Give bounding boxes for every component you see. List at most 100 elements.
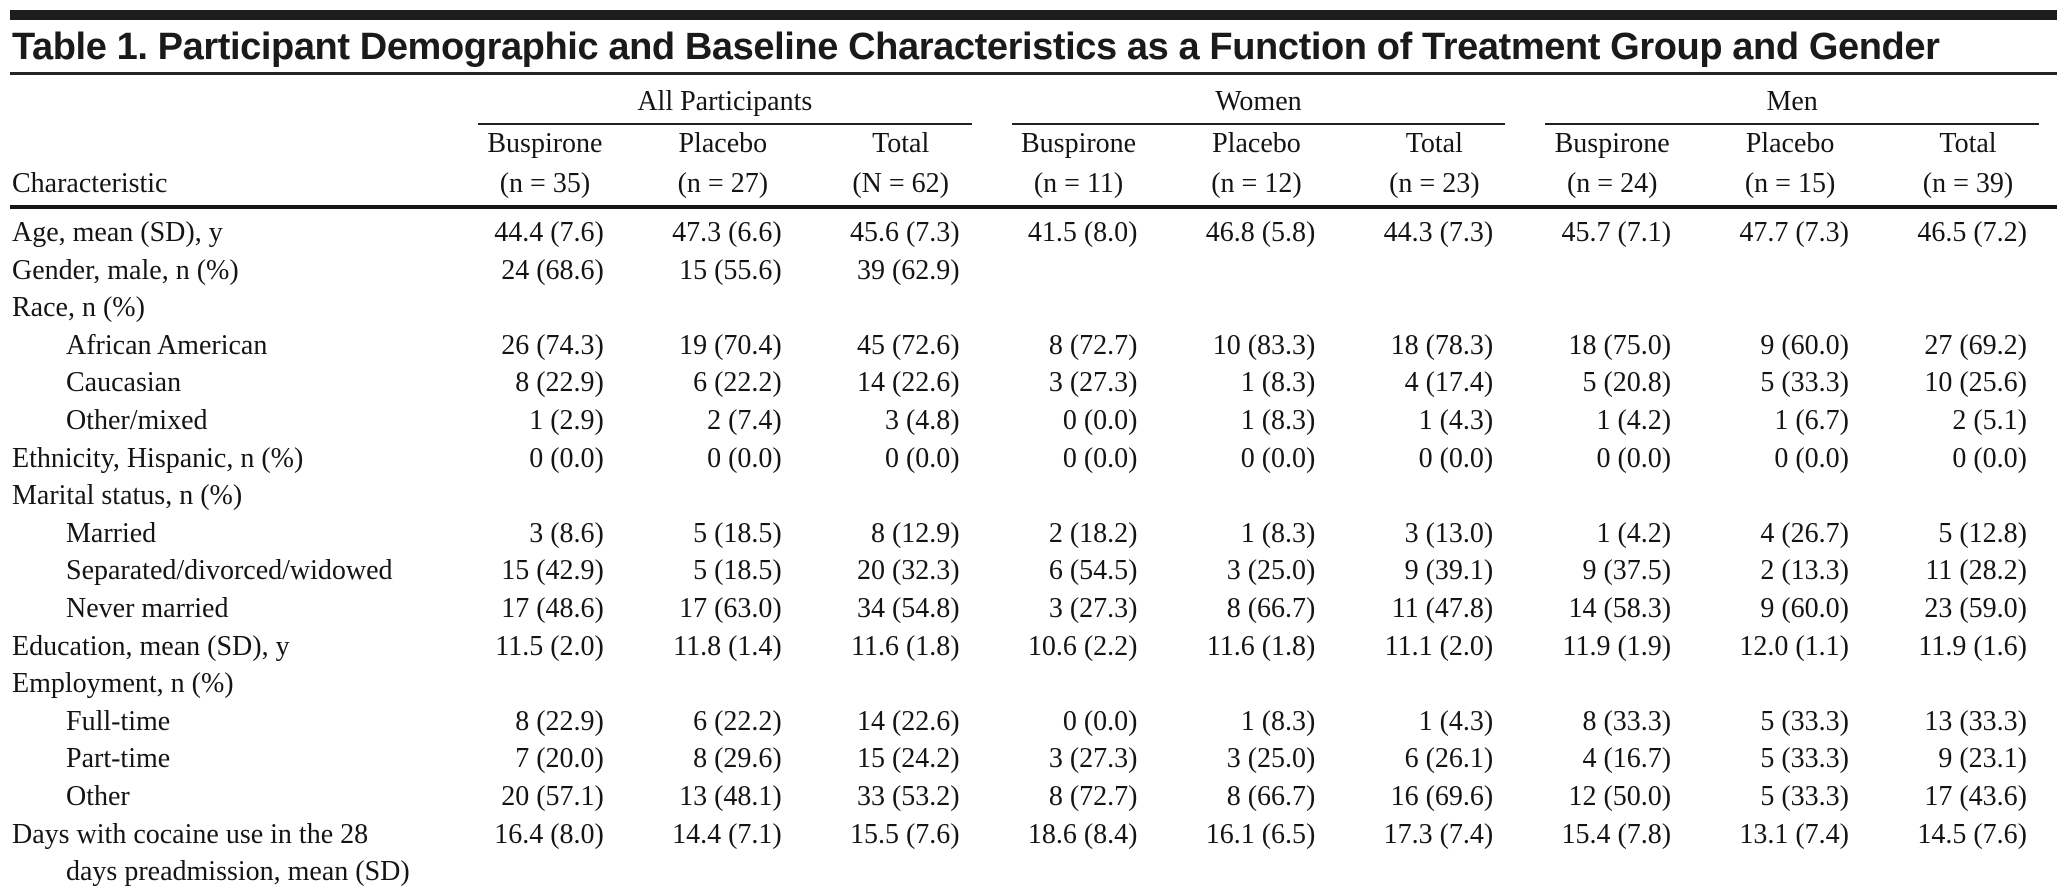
column-header: Placebo [1745, 128, 1835, 160]
data-cell: 5 (18.5) [693, 517, 782, 549]
data-cell: 5 (18.5) [693, 555, 782, 587]
data-cell: 13 (33.3) [1924, 705, 2027, 737]
column-header: Buspirone [1021, 128, 1137, 160]
sample-size: (n = 24) [1523, 163, 1702, 209]
sample-size-row: Characteristic (n = 35) (n = 27) (N = 62… [10, 163, 2057, 209]
data-cell: 1 (4.2) [1596, 404, 1672, 436]
data-cell: 12 (50.0) [1568, 780, 1672, 812]
table-row: Marital status, n (%) [10, 477, 2057, 515]
data-cell: 3 (13.0) [1404, 517, 1494, 549]
data-cell: 17.3 (7.4) [1383, 818, 1494, 850]
data-cell: 47.7 (7.3) [1739, 217, 1849, 248]
group-all-participants: All Participants [456, 75, 990, 125]
data-cell: 3 (8.6) [529, 517, 604, 549]
data-cell: 2 (18.2) [1048, 517, 1138, 549]
table-body: Age, mean (SD), y 44.4 (7.6) 47.3 (6.6) 45.… [10, 207, 2057, 895]
data-cell [634, 477, 812, 515]
table-row: Full-time 8 (22.9) 6 (22.2) 14 (22.6) 0 (0.0… [10, 703, 2057, 741]
data-cell [1701, 252, 1879, 290]
data-cell: 5 (33.3) [1760, 780, 1849, 812]
data-cell: 11 (28.2) [1925, 555, 2027, 587]
data-cell: 2 (5.1) [1952, 404, 2027, 436]
data-cell: 3 (4.8) [884, 404, 960, 436]
data-cell: 45.6 (7.3) [849, 217, 960, 248]
table-row: Separated/divorced/widowed 15 (42.9) 5 (18… [10, 552, 2057, 590]
data-cell [456, 289, 634, 327]
data-cell: 12.0 (1.1) [1739, 630, 1849, 662]
data-cell: 9 (60.0) [1760, 329, 1849, 361]
table-title: Table 1. Participant Demographic and Bas… [10, 20, 2057, 75]
row-label: African American [66, 329, 268, 361]
sample-size: (n = 39) [1879, 163, 2057, 209]
data-cell [456, 477, 634, 515]
data-cell [1345, 665, 1523, 703]
data-cell: 9 (39.1) [1404, 555, 1494, 587]
data-cell: 6 (26.1) [1404, 743, 1494, 775]
row-label: Marital status, n (%) [12, 480, 243, 512]
empty-cell [10, 125, 456, 163]
row-label: Other/mixed [66, 404, 208, 436]
group-label: Men [1545, 83, 2039, 125]
row-label: Age, mean (SD), y [12, 217, 223, 248]
data-cell [1168, 252, 1346, 290]
data-cell: 3 (27.3) [1048, 592, 1138, 624]
data-cell: 0 (0.0) [1062, 404, 1138, 436]
data-cell: 5 (12.8) [1938, 517, 2027, 549]
data-cell: 18 (78.3) [1390, 329, 1494, 361]
table-row: African American 26 (74.3) 19 (70.4) 45 (72… [10, 327, 2057, 365]
data-cell: 18 (75.0) [1568, 329, 1672, 361]
data-cell: 46.5 (7.2) [1917, 217, 2027, 248]
data-cell: 11.6 (1.8) [851, 630, 960, 662]
corner-cell [10, 75, 456, 125]
data-cell: 1 (8.3) [1240, 517, 1316, 549]
data-cell: 8 (22.9) [515, 367, 604, 399]
row-label: Caucasian [66, 367, 182, 399]
data-cell: 1 (4.3) [1418, 705, 1494, 737]
data-cell [634, 665, 812, 703]
table-header: All Participants Women Men Buspirone Pla… [10, 75, 2057, 209]
data-cell [1879, 665, 2057, 703]
data-cell: 18.6 (8.4) [1027, 818, 1138, 850]
row-label: Employment, n (%) [12, 668, 234, 700]
data-cell: 17 (48.6) [501, 592, 604, 624]
data-cell: 0 (0.0) [1596, 442, 1672, 474]
column-names-row: Buspirone Placebo Total Buspirone Placeb… [10, 125, 2057, 163]
data-cell: 0 (0.0) [529, 442, 604, 474]
data-cell [1701, 477, 1879, 515]
data-cell: 11.5 (2.0) [495, 630, 604, 662]
data-cell [1879, 252, 2057, 290]
data-cell [812, 289, 990, 327]
data-cell: 3 (27.3) [1048, 367, 1138, 399]
data-cell: 3 (27.3) [1048, 743, 1138, 775]
data-cell [1168, 477, 1346, 515]
table-row: Race, n (%) [10, 289, 2057, 327]
row-label: Days with cocaine use in the 28 days pre… [12, 818, 410, 888]
data-cell: 44.3 (7.3) [1383, 217, 1494, 248]
data-cell: 0 (0.0) [1062, 705, 1138, 737]
row-label: Ethnicity, Hispanic, n (%) [12, 442, 304, 474]
data-cell: 0 (0.0) [707, 442, 782, 474]
data-cell: 34 (54.8) [856, 592, 960, 624]
data-cell: 13 (48.1) [679, 780, 782, 812]
data-cell: 47.3 (6.6) [672, 217, 782, 248]
group-men: Men [1523, 75, 2057, 125]
data-cell: 8 (66.7) [1226, 592, 1316, 624]
data-cell: 0 (0.0) [1418, 442, 1494, 474]
data-cell: 15.5 (7.6) [849, 818, 960, 850]
table-row: Other/mixed 1 (2.9) 2 (7.4) 3 (4.8) 0 (0.0) 1… [10, 402, 2057, 440]
group-label: All Participants [478, 83, 972, 125]
data-cell: 19 (70.4) [679, 329, 782, 361]
data-cell: 8 (29.6) [693, 743, 782, 775]
data-cell: 15.4 (7.8) [1561, 818, 1672, 850]
data-cell [1345, 289, 1523, 327]
data-cell: 26 (74.3) [501, 329, 604, 361]
data-cell: 10.6 (2.2) [1027, 630, 1138, 662]
data-cell: 46.8 (5.8) [1205, 217, 1316, 248]
column-header: Buspirone [487, 128, 603, 160]
row-label: Full-time [66, 705, 171, 737]
data-cell: 16 (69.6) [1390, 780, 1494, 812]
group-spanner-row: All Participants Women Men [10, 75, 2057, 125]
row-label: Gender, male, n (%) [12, 254, 239, 286]
data-cell: 5 (33.3) [1760, 367, 1849, 399]
data-cell: 0 (0.0) [884, 442, 960, 474]
